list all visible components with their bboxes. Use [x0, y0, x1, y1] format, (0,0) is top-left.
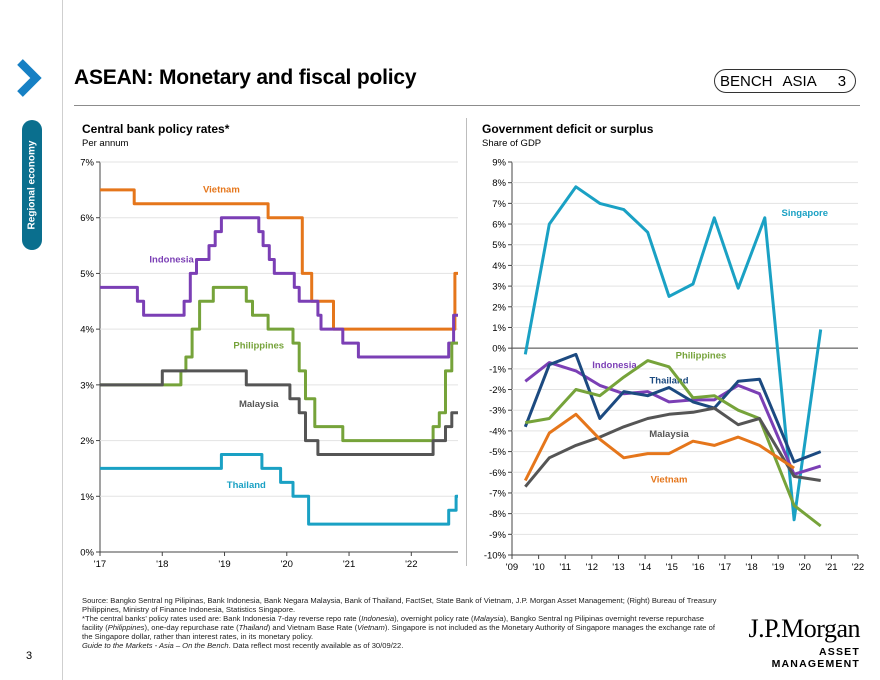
x-tick-label-14: '14 — [639, 562, 651, 573]
bench-page: 3 — [837, 72, 847, 90]
series-label-philippines: Philippines — [676, 351, 727, 362]
y-tick-label: 7% — [80, 158, 94, 169]
y-tick-label: -5% — [489, 447, 506, 458]
x-tick-label-18: '18 — [745, 562, 757, 573]
y-tick-label: 4% — [80, 325, 94, 336]
bench-badge: BENCH ASIA 3 — [714, 69, 856, 93]
jpmorgan-logo: J.P.Morgan ASSET MANAGEMENT — [730, 614, 860, 670]
series-line-thailand — [523, 352, 822, 464]
x-tick-label-15: '15 — [665, 562, 677, 573]
y-tick-label: 1% — [80, 492, 94, 503]
policy-rate-note: *The central banks' policy rates used ar… — [82, 614, 715, 642]
guide-note: Guide to the Markets - Asia – On the Ben… — [82, 641, 404, 651]
y-tick-label: -1% — [489, 364, 506, 375]
logo-name: J.P.Morgan — [748, 614, 860, 643]
y-tick-label: 0% — [80, 548, 94, 559]
y-tick-label: 1% — [492, 323, 506, 334]
x-tick-label-22: '22 — [852, 562, 864, 573]
bench-region: ASIA — [782, 72, 817, 90]
deficit-chart: -10% -9% -8% -7% -6% -5% -4% -3% -2% -1% 0% 1% 2% 3% 4… — [484, 158, 864, 574]
series-line-philippines — [100, 285, 458, 443]
chart-divider — [466, 118, 467, 566]
x-tick-label-20: '20 — [799, 562, 811, 573]
x-tick-label-18: '18 — [156, 559, 168, 570]
page-number: 3 — [26, 650, 33, 662]
y-tick-label: -4% — [489, 426, 506, 437]
title-rule — [74, 105, 860, 106]
x-tick-label-09: '09 — [506, 562, 518, 573]
y-tick-label: 6% — [80, 213, 94, 224]
chevron-right-icon[interactable] — [14, 58, 44, 98]
series-label-thailand: Thailand — [227, 480, 266, 491]
y-tick-label: -10% — [484, 551, 507, 562]
y-tick-label: 3% — [492, 282, 506, 293]
y-tick-label: -2% — [489, 385, 506, 396]
section-tab[interactable]: Regional economy — [22, 120, 42, 250]
y-tick-label: -8% — [489, 509, 506, 520]
y-tick-label: -9% — [489, 530, 506, 541]
right-chart-subtitle: Share of GDP — [482, 138, 542, 149]
footnotes: Source: Bangko Sentral ng Pilipinas, Ban… — [82, 596, 722, 651]
series-line-malaysia — [100, 369, 458, 456]
y-tick-label: 2% — [492, 302, 506, 313]
series-label-philippines: Philippines — [233, 341, 284, 352]
series-label-vietnam: Vietnam — [651, 475, 688, 486]
right-chart-title: Government deficit or surplus — [482, 122, 654, 136]
x-tick-label-20: '20 — [281, 559, 293, 570]
x-tick-label-19: '19 — [218, 559, 230, 570]
x-tick-label-21: '21 — [343, 559, 355, 570]
left-rail-line — [62, 0, 63, 680]
logo-sub: ASSET MANAGEMENT — [771, 646, 860, 670]
y-tick-label: -6% — [489, 468, 506, 479]
page-title: ASEAN: Monetary and fiscal policy — [74, 66, 417, 89]
y-tick-label: 6% — [492, 220, 506, 231]
series-label-indonesia: Indonesia — [149, 254, 194, 265]
x-tick-label-17: '17 — [94, 559, 106, 570]
y-tick-label: 9% — [492, 158, 506, 169]
y-tick-label: 5% — [80, 269, 94, 280]
series-label-vietnam: Vietnam — [203, 185, 240, 196]
series-line-thailand — [100, 453, 458, 526]
y-tick-label: 7% — [492, 199, 506, 210]
y-tick-label: 4% — [492, 261, 506, 272]
x-tick-label-13: '13 — [612, 562, 624, 573]
x-tick-label-11: '11 — [559, 562, 571, 573]
series-label-thailand: Thailand — [649, 375, 688, 386]
series-label-malaysia: Malaysia — [649, 429, 689, 440]
source-note: Source: Bangko Sentral ng Pilipinas, Ban… — [82, 596, 717, 615]
series-label-malaysia: Malaysia — [239, 399, 279, 410]
y-tick-label: 8% — [492, 178, 506, 189]
y-tick-label: -7% — [489, 488, 506, 499]
x-tick-label-19: '19 — [772, 562, 784, 573]
x-tick-label-16: '16 — [692, 562, 704, 573]
series-line-vietnam — [523, 412, 795, 482]
series-line-malaysia — [524, 406, 821, 488]
series-line-singapore — [523, 185, 823, 522]
series-line-indonesia — [100, 216, 458, 359]
series-line-vietnam — [100, 188, 458, 331]
y-tick-label: -3% — [489, 406, 506, 417]
x-tick-label-12: '12 — [586, 562, 598, 573]
x-tick-label-10: '10 — [532, 562, 544, 573]
policy-rates-chart: 0% 1% 2% 3% 4% 5% 6% 7% '17 '18 '19 '20 '21 '22 Vietna… — [80, 158, 458, 570]
series-label-singapore: Singapore — [782, 208, 828, 219]
x-tick-label-17: '17 — [719, 562, 731, 573]
left-chart-title: Central bank policy rates* — [82, 122, 230, 136]
y-tick-label: 3% — [80, 380, 94, 391]
series-line-indonesia — [524, 361, 822, 476]
x-tick-label-22: '22 — [405, 559, 417, 570]
y-tick-label: 0% — [492, 344, 506, 355]
y-tick-label: 5% — [492, 240, 506, 251]
x-tick-label-21: '21 — [825, 562, 837, 573]
left-chart-subtitle: Per annum — [82, 138, 129, 149]
y-tick-label: 2% — [80, 436, 94, 447]
bench-label: BENCH — [720, 72, 773, 90]
series-label-indonesia: Indonesia — [592, 360, 637, 371]
